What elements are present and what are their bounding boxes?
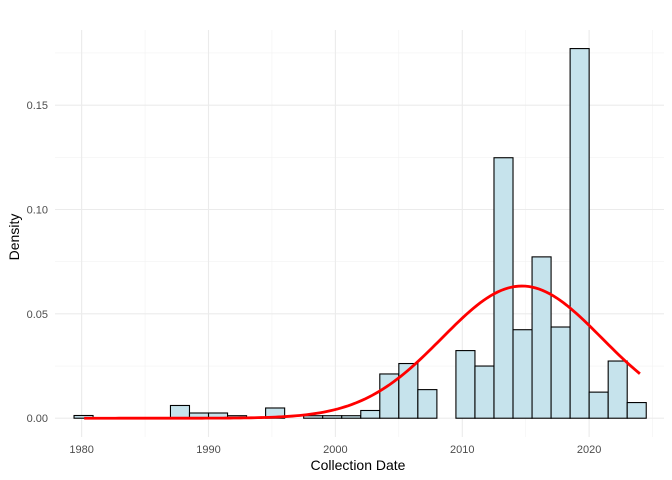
histogram-bar <box>360 409 381 419</box>
minor-gridlines <box>55 30 664 437</box>
y-tick-label: 0.05 <box>27 309 48 321</box>
y-tick-label: 0.15 <box>27 100 48 112</box>
histogram-bar <box>550 326 571 419</box>
x-tick-label: 2020 <box>577 444 601 456</box>
x-tick-label: 1990 <box>196 444 220 456</box>
histogram-bar <box>531 256 552 419</box>
histogram-bar <box>474 365 495 419</box>
histogram-bar <box>626 402 647 419</box>
histogram-bar <box>607 360 628 419</box>
histogram-bar <box>588 391 609 419</box>
density-curve-group <box>84 284 641 420</box>
histogram-bar <box>341 415 362 419</box>
histogram-bar <box>322 415 343 419</box>
y-axis-tick-labels: 0.00 0.05 0.10 0.15 <box>27 100 48 425</box>
x-axis-tick-labels: 1980 1990 2000 2010 2020 <box>69 444 601 456</box>
histogram-bar <box>455 350 476 419</box>
x-axis-title: Collection Date <box>311 457 406 473</box>
histogram-bar <box>169 404 191 419</box>
x-tick-label: 1980 <box>69 444 93 456</box>
y-tick-label: 0.10 <box>27 204 48 216</box>
x-tick-label: 2010 <box>450 444 474 456</box>
histogram-bar <box>569 48 590 419</box>
density-curve <box>84 284 641 420</box>
histogram-bars <box>73 48 647 419</box>
histogram-bar <box>417 389 438 419</box>
x-tick-label: 2000 <box>323 444 347 456</box>
histogram-bar <box>512 329 533 419</box>
y-axis-title: Density <box>6 214 22 261</box>
y-tick-label: 0.00 <box>27 413 48 425</box>
